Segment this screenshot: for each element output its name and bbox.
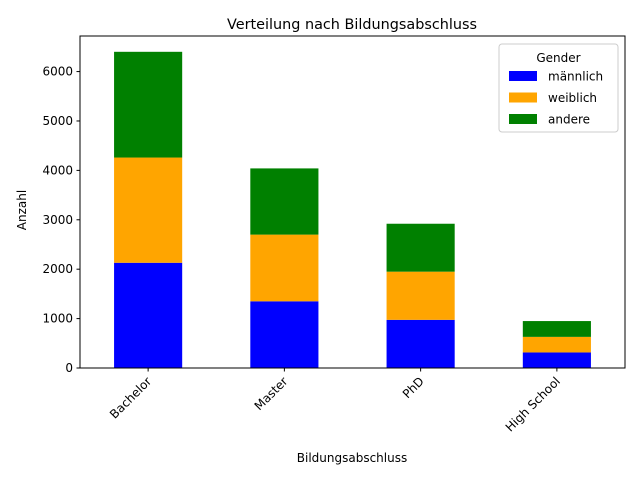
bar-weiblich-master: [250, 234, 319, 302]
bar-andere-master: [250, 168, 319, 235]
chart-title: Verteilung nach Bildungsabschluss: [227, 17, 477, 33]
axes-group: [79, 35, 626, 369]
bar-weiblich-phd: [386, 271, 455, 320]
bar-weiblich-bachelor: [114, 157, 183, 263]
legend: Gender männlich weiblich andere: [498, 43, 619, 133]
legend-swatch-männlich: [509, 71, 537, 81]
bar-männlich-high-school: [522, 352, 591, 368]
bar-andere-phd: [386, 223, 455, 272]
y-tick-label: 0: [65, 361, 73, 375]
x-tick-label: PhD: [400, 374, 427, 401]
x-tick-label: Master: [252, 374, 291, 413]
legend-swatch-andere: [509, 114, 537, 124]
bar-männlich-bachelor: [114, 262, 183, 368]
y-tick-label: 4000: [42, 163, 73, 177]
legend-label: männlich: [548, 70, 603, 84]
bars-group: [114, 51, 591, 368]
bar-andere-high-school: [522, 321, 591, 337]
x-ticks-group: Bachelor Master PhD High School: [107, 368, 563, 434]
legend-title: Gender: [536, 51, 580, 65]
legend-box: [498, 43, 619, 133]
legend-label: andere: [548, 113, 590, 127]
y-axis-label: Anzahl: [15, 190, 29, 230]
bar-männlich-phd: [386, 319, 455, 368]
x-axis-label: Bildungsabschluss: [297, 451, 407, 465]
x-tick-label: High School: [503, 374, 563, 434]
legend-swatch-weiblich: [509, 92, 537, 103]
bar-weiblich-high-school: [522, 336, 591, 353]
y-tick-label: 1000: [42, 312, 73, 326]
plot-frame: [79, 35, 626, 369]
y-tick-label: 2000: [42, 262, 73, 276]
y-ticks-group: 0 1000 2000 3000 4000 5000 6000: [42, 65, 80, 375]
bar-andere-bachelor: [114, 51, 183, 158]
bar-männlich-master: [250, 301, 319, 368]
y-tick-label: 6000: [42, 65, 73, 79]
y-tick-label: 5000: [42, 114, 73, 128]
x-tick-label: Bachelor: [107, 374, 154, 421]
y-tick-label: 3000: [42, 213, 73, 227]
legend-label: weiblich: [548, 91, 597, 105]
